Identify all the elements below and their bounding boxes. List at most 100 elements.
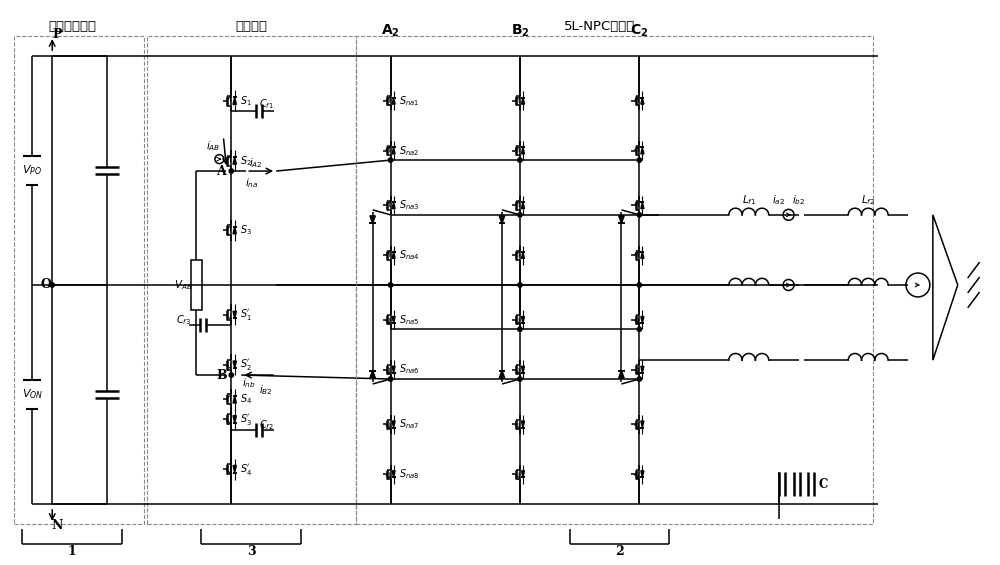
Text: $V_{PO}$: $V_{PO}$ [22, 164, 42, 177]
Polygon shape [233, 396, 236, 403]
Polygon shape [499, 371, 505, 378]
Polygon shape [521, 147, 524, 154]
Circle shape [518, 212, 522, 217]
Polygon shape [392, 147, 395, 154]
Text: 5L-NPC逆变器: 5L-NPC逆变器 [564, 20, 635, 33]
Text: $V_{ON}$: $V_{ON}$ [22, 388, 43, 401]
Text: C: C [819, 477, 828, 490]
Text: $C_{f1}$: $C_{f1}$ [259, 98, 274, 111]
Text: $\mathbf{B_2}$: $\mathbf{B_2}$ [511, 23, 529, 40]
Polygon shape [392, 316, 395, 323]
Text: $C_{f2}$: $C_{f2}$ [259, 418, 274, 432]
Text: $S_{na4}$: $S_{na4}$ [399, 248, 419, 262]
Text: $i_{A2}$: $i_{A2}$ [249, 156, 263, 170]
Polygon shape [521, 421, 524, 428]
Circle shape [637, 283, 642, 287]
Bar [14, 36, 144, 524]
Polygon shape [233, 311, 236, 319]
Bar [147, 36, 356, 524]
Text: $S_4$: $S_4$ [240, 393, 252, 406]
Polygon shape [641, 98, 644, 104]
Text: $S_{na3}$: $S_{na3}$ [399, 198, 419, 212]
Text: $\mathbf{A_2}$: $\mathbf{A_2}$ [381, 23, 400, 40]
Circle shape [637, 377, 642, 381]
Text: $S_1'$: $S_1'$ [240, 307, 252, 323]
Text: 2: 2 [615, 545, 624, 558]
Text: $S_{na6}$: $S_{na6}$ [399, 363, 419, 376]
Circle shape [518, 327, 522, 332]
Text: 直流母线电容: 直流母线电容 [48, 20, 96, 33]
Circle shape [388, 283, 393, 287]
Text: $S_{na1}$: $S_{na1}$ [399, 94, 419, 108]
Polygon shape [521, 316, 524, 323]
Text: 3: 3 [247, 545, 256, 558]
Circle shape [50, 283, 54, 287]
Polygon shape [233, 157, 236, 164]
Polygon shape [641, 316, 644, 323]
Polygon shape [641, 471, 644, 477]
Circle shape [637, 158, 642, 162]
Polygon shape [619, 216, 624, 223]
Text: $S_{na2}$: $S_{na2}$ [399, 144, 419, 158]
Polygon shape [521, 98, 524, 104]
Polygon shape [370, 216, 375, 223]
Text: O: O [41, 279, 52, 292]
Text: $S_2$: $S_2$ [240, 154, 252, 167]
Text: $i_{b2}$: $i_{b2}$ [792, 193, 805, 207]
Polygon shape [641, 147, 644, 154]
Polygon shape [521, 471, 524, 477]
Text: $\mathbf{C_2}$: $\mathbf{C_2}$ [630, 23, 648, 40]
Text: $L_{f2}$: $L_{f2}$ [861, 193, 875, 207]
Text: P: P [52, 28, 62, 41]
Polygon shape [392, 421, 395, 428]
Circle shape [518, 283, 522, 287]
Text: $i_{B2}$: $i_{B2}$ [259, 383, 273, 397]
Text: $S_1$: $S_1$ [240, 94, 252, 108]
Text: $i_{AB}$: $i_{AB}$ [206, 140, 221, 153]
Circle shape [518, 377, 522, 381]
Text: $S_4'$: $S_4'$ [240, 462, 252, 477]
Text: $L_{f1}$: $L_{f1}$ [742, 193, 756, 207]
Text: $i_{na}$: $i_{na}$ [245, 176, 258, 190]
Text: $S_{na8}$: $S_{na8}$ [399, 467, 419, 481]
Polygon shape [392, 252, 395, 258]
Circle shape [229, 373, 234, 377]
Text: $S_3$: $S_3$ [240, 223, 252, 237]
Polygon shape [233, 227, 236, 234]
Text: $S_{na5}$: $S_{na5}$ [399, 313, 419, 327]
Polygon shape [392, 471, 395, 477]
Text: $S_{na7}$: $S_{na7}$ [399, 418, 419, 431]
Polygon shape [233, 416, 236, 423]
Polygon shape [619, 371, 624, 378]
Text: 辅助桥臂: 辅助桥臂 [235, 20, 267, 33]
Polygon shape [233, 361, 236, 368]
Polygon shape [521, 202, 524, 208]
Polygon shape [392, 98, 395, 104]
Polygon shape [521, 252, 524, 258]
Bar [356, 36, 873, 524]
Polygon shape [641, 366, 644, 373]
Polygon shape [233, 97, 236, 105]
Polygon shape [641, 202, 644, 208]
Text: $S_2'$: $S_2'$ [240, 357, 252, 372]
Text: $C_{f3}$: $C_{f3}$ [176, 314, 191, 327]
Text: 1: 1 [68, 545, 76, 558]
Polygon shape [392, 202, 395, 208]
Text: A: A [217, 164, 226, 177]
Circle shape [518, 158, 522, 162]
Text: $i_{a2}$: $i_{a2}$ [772, 193, 785, 207]
Circle shape [229, 169, 234, 173]
Text: $V_{AB}$: $V_{AB}$ [174, 278, 193, 292]
Polygon shape [641, 252, 644, 258]
Circle shape [637, 327, 642, 332]
Polygon shape [233, 466, 236, 473]
Polygon shape [392, 366, 395, 373]
Text: B: B [216, 368, 227, 381]
Circle shape [388, 158, 393, 162]
Polygon shape [499, 216, 505, 223]
Text: $i_{nb}$: $i_{nb}$ [242, 376, 256, 390]
Text: $S_3'$: $S_3'$ [240, 412, 252, 427]
Polygon shape [521, 366, 524, 373]
Text: N: N [52, 519, 63, 532]
Circle shape [637, 212, 642, 217]
